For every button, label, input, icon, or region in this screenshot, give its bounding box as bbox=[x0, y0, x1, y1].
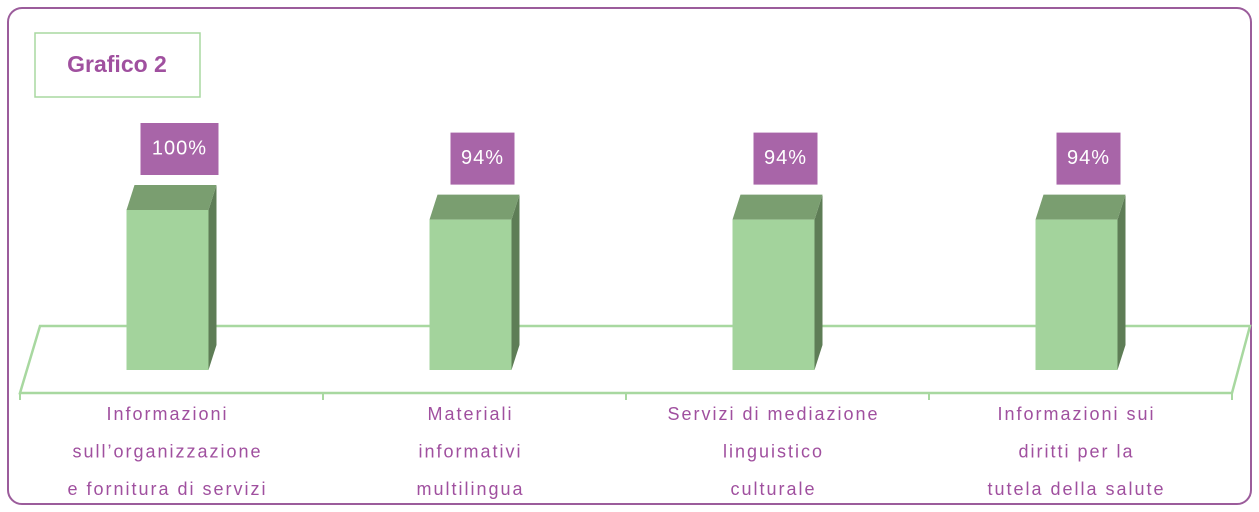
x-tick-label: linguistico bbox=[723, 441, 824, 461]
bar-top bbox=[429, 194, 520, 220]
bar-top bbox=[126, 185, 217, 210]
value-label-box bbox=[450, 132, 515, 185]
bar bbox=[126, 210, 209, 370]
x-tick-label: multilingua bbox=[416, 479, 524, 499]
x-tick-label: e fornitura di servizi bbox=[67, 479, 267, 499]
x-tick-label: diritti per la bbox=[1018, 441, 1134, 461]
bar-side bbox=[511, 194, 520, 370]
value-label-box bbox=[753, 132, 818, 185]
x-tick-label: Informazioni sui bbox=[997, 404, 1155, 424]
bar bbox=[732, 219, 815, 370]
value-label-box bbox=[140, 123, 219, 175]
title-box bbox=[34, 32, 201, 98]
x-tick-label: informativi bbox=[418, 441, 522, 461]
x-tick-label: tutela della salute bbox=[987, 479, 1165, 499]
x-tick-label: culturale bbox=[730, 479, 816, 499]
bar-side bbox=[814, 194, 823, 370]
value-label: 94% bbox=[461, 147, 504, 169]
x-tick-label: sull’organizzazione bbox=[72, 441, 262, 461]
bar-side bbox=[1117, 194, 1126, 370]
bar-top bbox=[732, 194, 823, 220]
value-label-box bbox=[1056, 132, 1121, 185]
bar bbox=[429, 219, 512, 370]
bar bbox=[1035, 219, 1118, 370]
bar-top bbox=[1035, 194, 1126, 220]
value-label: 94% bbox=[764, 147, 807, 169]
bar-side bbox=[208, 185, 217, 370]
value-label: 100% bbox=[152, 137, 207, 159]
x-tick-label: Materiali bbox=[427, 404, 513, 424]
x-tick-label: Servizi di mediazione bbox=[667, 404, 879, 424]
chart-title: Grafico 2 bbox=[67, 51, 167, 77]
x-tick-label: Informazioni bbox=[106, 404, 228, 424]
value-label: 94% bbox=[1067, 147, 1110, 169]
